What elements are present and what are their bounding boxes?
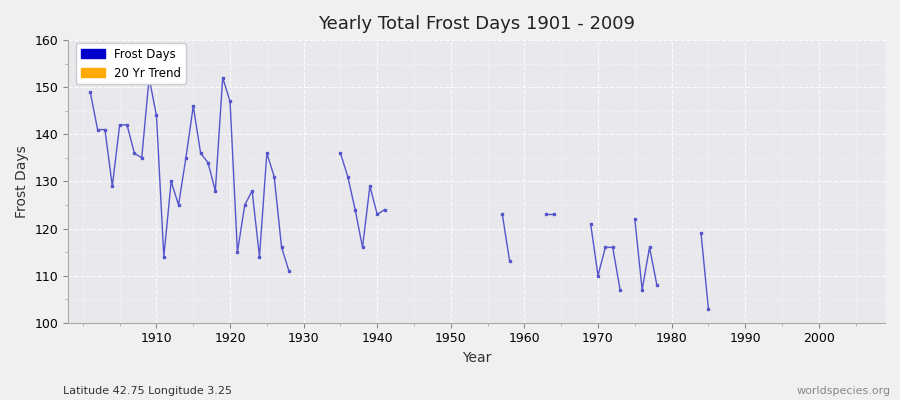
Title: Yearly Total Frost Days 1901 - 2009: Yearly Total Frost Days 1901 - 2009 xyxy=(318,15,635,33)
Y-axis label: Frost Days: Frost Days xyxy=(15,145,29,218)
Text: worldspecies.org: worldspecies.org xyxy=(796,386,891,396)
Text: Latitude 42.75 Longitude 3.25: Latitude 42.75 Longitude 3.25 xyxy=(63,386,232,396)
X-axis label: Year: Year xyxy=(462,351,491,365)
Legend: Frost Days, 20 Yr Trend: Frost Days, 20 Yr Trend xyxy=(76,43,185,84)
